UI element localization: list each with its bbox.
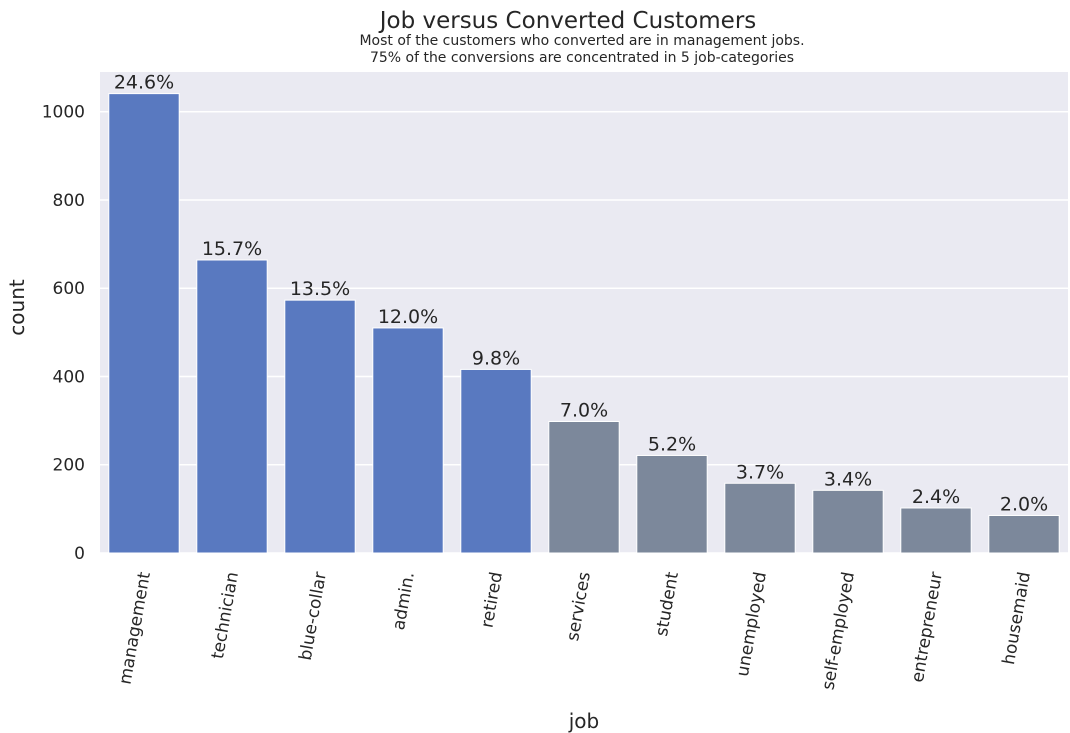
y-tick-label-0: 0: [74, 544, 85, 564]
x-tick-label-services: services: [563, 570, 595, 642]
data-label-management: 24.6%: [114, 72, 174, 94]
y-axis-label: count: [5, 279, 29, 336]
bar-student: [636, 454, 708, 554]
chart-subtitle-line-1: Most of the customers who converted are …: [359, 33, 804, 49]
y-tick-label-600: 600: [53, 279, 85, 299]
bar-self-employed: [812, 489, 884, 554]
x-tick-label-blue-collar: blue-collar: [296, 570, 331, 662]
bar-housemaid: [988, 514, 1060, 554]
y-tick-label-1000: 1000: [42, 103, 85, 123]
x-tick-label-housemaid: housemaid: [999, 570, 1035, 666]
x-tick-label-student: student: [652, 570, 683, 638]
data-label-housemaid: 2.0%: [1000, 493, 1048, 515]
x-tick-label-management: management: [115, 570, 155, 686]
x-tick-label-entrepreneur: entrepreneur: [908, 570, 947, 684]
bar-entrepreneur: [900, 507, 972, 554]
x-tick-label-unemployed: unemployed: [733, 570, 771, 678]
bar-retired: [460, 368, 532, 554]
y-tick-label-400: 400: [53, 367, 85, 387]
data-label-blue-collar: 13.5%: [290, 278, 350, 300]
y-tick-label-800: 800: [53, 191, 85, 211]
y-axis-ticks: 0 200 400 600 800 1000: [42, 103, 85, 564]
data-label-retired: 9.8%: [472, 347, 520, 369]
data-label-services: 7.0%: [560, 399, 608, 421]
x-axis-ticks: management technician blue-collar admin. ret…: [115, 570, 1034, 691]
chart-title: Job versus Converted Customers: [378, 8, 757, 34]
x-tick-label-retired: retired: [477, 570, 506, 629]
bar-blue-collar: [284, 299, 356, 554]
bar-management: [108, 93, 180, 554]
data-label-unemployed: 3.7%: [736, 461, 784, 483]
x-tick-label-self-employed: self-employed: [818, 570, 858, 691]
data-label-entrepreneur: 2.4%: [912, 486, 960, 508]
bars: 24.6% 15.7% 13.5% 12.0% 9.8% 7.0% 5.2% 3.7% 3.4%…: [108, 72, 1060, 554]
data-label-technician: 15.7%: [202, 238, 262, 260]
x-axis-label: job: [568, 709, 600, 733]
data-label-self-employed: 3.4%: [824, 468, 872, 490]
y-tick-label-200: 200: [53, 456, 85, 476]
bar-unemployed: [724, 482, 796, 554]
data-label-admin.: 12.0%: [378, 306, 438, 328]
data-label-student: 5.2%: [648, 433, 696, 455]
x-tick-label-technician: technician: [208, 570, 243, 660]
bar-services: [548, 420, 620, 554]
x-tick-label-admin.: admin.: [389, 570, 419, 631]
chart-subtitle-line-2: 75% of the conversions are concentrated …: [370, 50, 794, 66]
bar-technician: [196, 259, 268, 554]
bar-admin.: [372, 327, 444, 554]
